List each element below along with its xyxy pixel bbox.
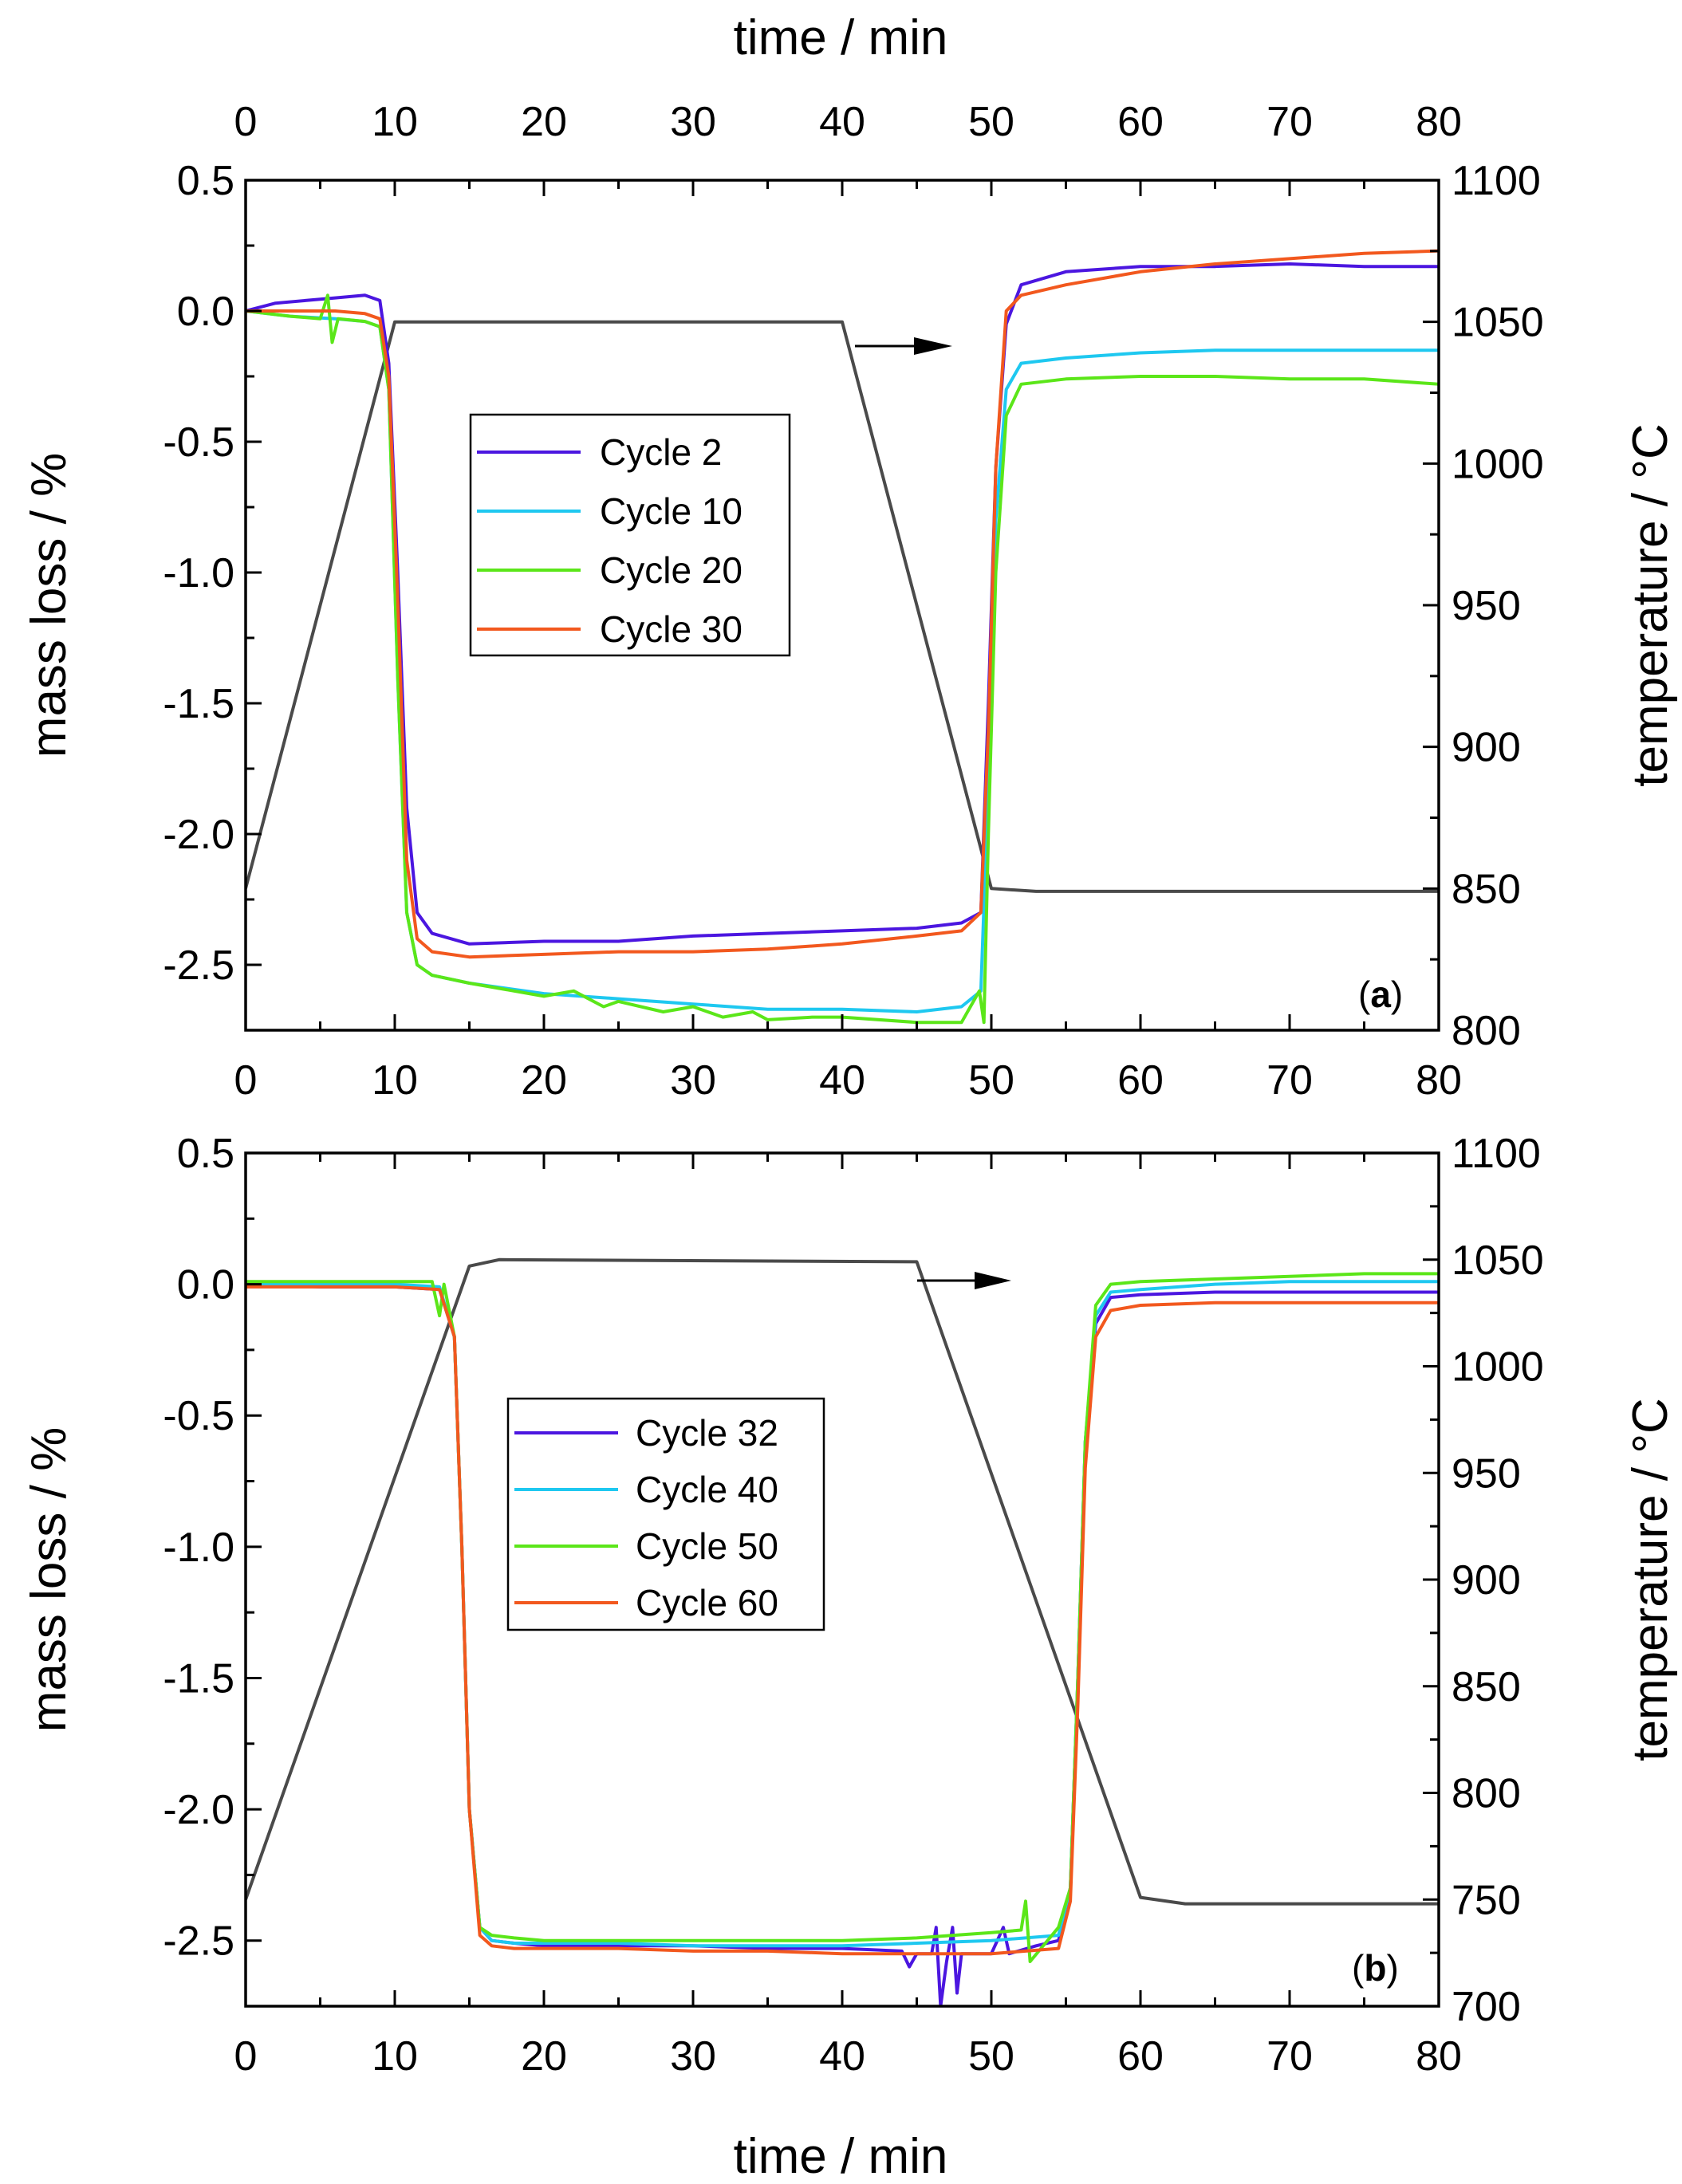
panel-a-ytick-label: 0.5 <box>177 158 234 204</box>
panel-a-top-xtick-label: 20 <box>521 99 567 145</box>
panel-b-y2tick-label: 700 <box>1452 1984 1521 2030</box>
panel-a-xtick-label: 60 <box>1117 1057 1164 1104</box>
panel-a-series-cycle-20 <box>246 293 1439 1025</box>
panel-b-y2tick-label: 800 <box>1452 1771 1521 1817</box>
panel-b-y2tick-label: 1000 <box>1452 1344 1544 1391</box>
panel-a-y2tick-label: 1050 <box>1452 300 1544 346</box>
panel-a-legend: Cycle 2 Cycle 10 Cycle 20 Cycle 30 <box>469 413 791 657</box>
panel-b-legend-box <box>506 1397 825 1631</box>
panel-a-legend-label-3: Cycle 30 <box>600 608 743 650</box>
panel-a-ytick-label: -2.5 <box>163 942 234 989</box>
panel-a-ytick-label: -2.0 <box>163 812 234 858</box>
panel-b-legend-label-0: Cycle 32 <box>636 1412 778 1454</box>
panel-a-y2tick-label: 900 <box>1452 725 1521 771</box>
panel-b-series-cycle-60 <box>246 1285 1439 1956</box>
panel-b-xtick-label: 60 <box>1117 2033 1164 2080</box>
panel-b-xtick-label: 80 <box>1416 2033 1462 2080</box>
panel-b-y-axis-title: mass loss / % <box>22 1427 77 1732</box>
panel-b-xtick-label: 20 <box>521 2033 567 2080</box>
panel-a-y2tick-label: 1000 <box>1452 441 1544 487</box>
panel-b-ytick-label: -2.0 <box>163 1787 234 1833</box>
panel-b-xtick-label: 10 <box>372 2033 418 2080</box>
panel-a-xtick-label: 20 <box>521 1057 567 1104</box>
panel-a-arrow-head <box>914 337 952 355</box>
panel-b-ytick-label: 0.0 <box>177 1262 234 1308</box>
panel-b-y2-axis-title: temperature / °C <box>1623 1398 1678 1761</box>
panel-b-ytick-label: 0.5 <box>177 1131 234 1177</box>
panel-a-xtick-label: 0 <box>234 1057 258 1104</box>
panel-a-series-cycle-2 <box>246 262 1439 946</box>
panel-b-arrow <box>917 1272 1011 1289</box>
panel-b-y2tick-label: 1050 <box>1452 1238 1544 1284</box>
panel-b-temperature-line <box>246 1257 1439 1906</box>
panel-a-arrow <box>855 337 952 355</box>
panel-b-y2tick-label: 850 <box>1452 1664 1521 1710</box>
panel-a-xtick-label: 80 <box>1416 1057 1462 1104</box>
panel-b-x-axis-title: time / min <box>734 2129 948 2184</box>
panel-a-top-xtick-label: 70 <box>1266 99 1313 145</box>
panel-a-ytick-label: 0.0 <box>177 289 234 335</box>
panel-a-legend-box <box>469 413 791 657</box>
panel-a-y-axis-title: mass loss / % <box>22 453 77 758</box>
panel-a-y2tick-label: 950 <box>1452 583 1521 629</box>
panel-a-top-xtick-label: 60 <box>1117 99 1164 145</box>
panel-a-y2tick-label: 850 <box>1452 866 1521 912</box>
panel-a-data-layer <box>246 249 1439 1025</box>
panel-a-top-xtick-label: 50 <box>968 99 1014 145</box>
panel-a-top-xtick-label: 0 <box>234 99 258 145</box>
panel-b-data-layer <box>246 1257 1439 2006</box>
panel-b-ytick-label: -2.5 <box>163 1918 234 1965</box>
panel-a-xtick-label: 30 <box>670 1057 716 1104</box>
panel-a-series-cycle-30 <box>246 249 1439 959</box>
panel-b-arrow-head <box>975 1272 1011 1289</box>
panel-a-label-letter: a <box>1370 974 1391 1015</box>
panel-a-top-xtick-label: 40 <box>819 99 865 145</box>
panel-a-top-x-axis-title: time / min <box>734 10 948 65</box>
panel-b-series-cycle-50 <box>246 1272 1439 1963</box>
panel-a-xtick-label: 10 <box>372 1057 418 1104</box>
panel-a-ytick-label: -1.0 <box>163 550 234 596</box>
panel-b-y2tick-label: 900 <box>1452 1557 1521 1604</box>
panel-b-ticks: 0 10 20 30 40 50 60 70 80 0.5 0.0 -0.5 -1.0 -1.5 -2.0 -… <box>163 1131 1543 2080</box>
panel-b-ytick-label: -0.5 <box>163 1393 234 1439</box>
panel-a-legend-label-2: Cycle 20 <box>600 549 743 591</box>
panel-a-ytick-label: -0.5 <box>163 419 234 466</box>
panel-a-top-xtick-label: 30 <box>670 99 716 145</box>
panel-a-ytick-label: -1.5 <box>163 681 234 727</box>
panel-a: Cycle 2 Cycle 10 Cycle 20 Cycle 30 0 0 10 1… <box>22 10 1678 1104</box>
panel-a-y2-axis-title: temperature / °C <box>1623 423 1678 787</box>
panel-b-label-letter: b <box>1364 1947 1386 1989</box>
panel-a-top-xtick-label: 10 <box>372 99 418 145</box>
panel-a-xtick-label: 50 <box>968 1057 1014 1104</box>
panel-b-xtick-label: 30 <box>670 2033 716 2080</box>
panel-b-y2tick-label: 1100 <box>1452 1131 1541 1177</box>
panel-b-ytick-label: -1.0 <box>163 1525 234 1571</box>
panel-a-y2tick-label: 800 <box>1452 1008 1521 1054</box>
panel-b-legend-label-3: Cycle 60 <box>636 1582 778 1623</box>
panel-b-y2tick-label: 950 <box>1452 1450 1521 1497</box>
panel-b-ytick-label: -1.5 <box>163 1655 234 1702</box>
panel-b-xtick-label: 70 <box>1266 2033 1313 2080</box>
panel-b-y2tick-label: 750 <box>1452 1877 1521 1923</box>
panel-b: Cycle 32 Cycle 40 Cycle 50 Cycle 60 0 10 2… <box>22 1131 1678 2184</box>
panel-b-xtick-label: 0 <box>234 2033 258 2080</box>
panel-a-y2tick-label: 1100 <box>1452 158 1541 204</box>
panel-b-xtick-label: 40 <box>819 2033 865 2080</box>
panel-a-legend-label-0: Cycle 2 <box>600 431 722 473</box>
panel-b-legend: Cycle 32 Cycle 40 Cycle 50 Cycle 60 <box>506 1397 825 1631</box>
panel-b-xtick-label: 50 <box>968 2033 1014 2080</box>
panel-a-ticks: 0 0 10 10 20 20 30 30 40 40 50 50 60 60 70 70 80 80 0.5 0.0… <box>163 99 1543 1104</box>
panel-a-label: (a) <box>1358 974 1403 1015</box>
panel-b-legend-label-1: Cycle 40 <box>636 1469 778 1510</box>
panel-a-xtick-label: 40 <box>819 1057 865 1104</box>
panel-b-label: (b) <box>1352 1947 1399 1989</box>
panel-a-temperature-line <box>246 320 1439 893</box>
panel-a-xtick-label: 70 <box>1266 1057 1313 1104</box>
panel-a-legend-label-1: Cycle 10 <box>600 490 743 532</box>
panel-a-top-xtick-label: 80 <box>1416 99 1462 145</box>
panel-b-legend-label-2: Cycle 50 <box>636 1525 778 1567</box>
